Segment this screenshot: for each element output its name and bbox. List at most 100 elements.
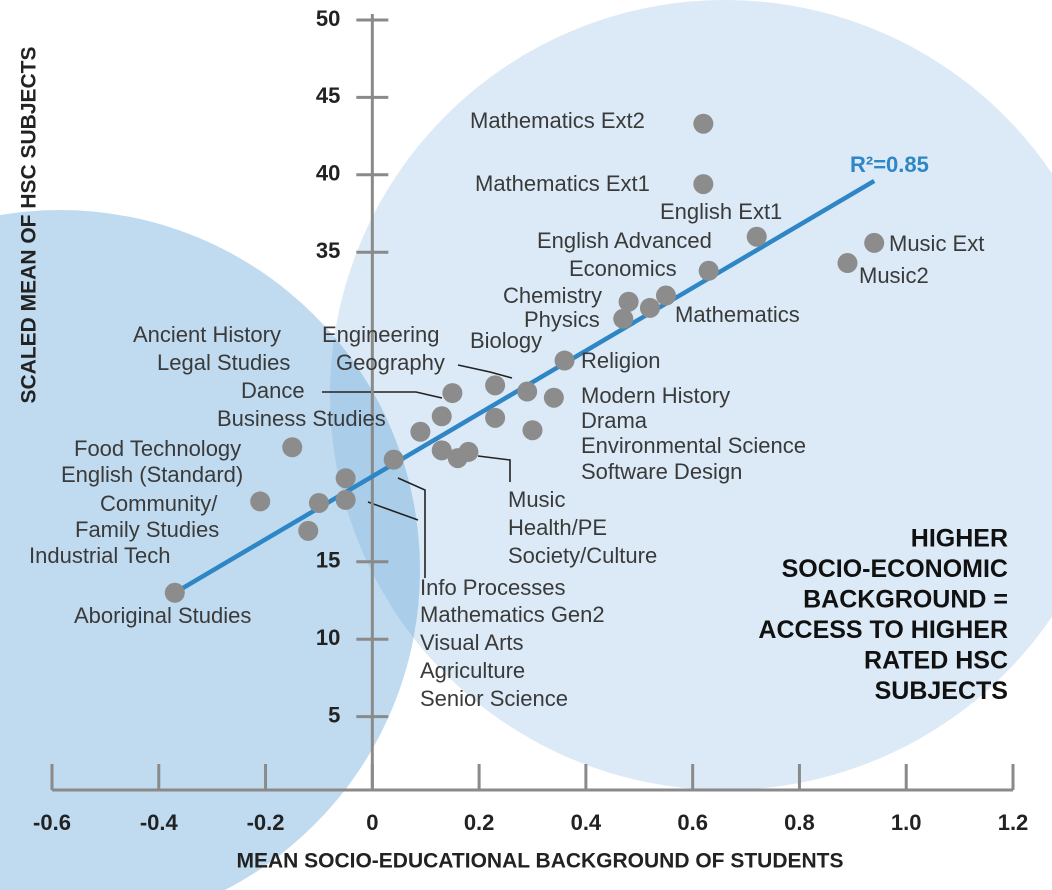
point (746, 226, 767, 247)
point (613, 308, 634, 329)
point-label: Physics (524, 307, 600, 332)
point-label: Family Studies (75, 517, 219, 542)
leader-line (367, 501, 419, 521)
background-circle (0, 210, 420, 890)
r-squared-label: R²=0.85 (850, 152, 929, 177)
point (864, 232, 885, 253)
point-label: Health/PE (508, 515, 607, 540)
y-tick-label: 40 (316, 161, 340, 186)
y-tick-label: 5 (328, 702, 340, 727)
point-label: Dance (241, 378, 305, 403)
point-label: Music (508, 487, 565, 512)
point-label: Ancient History (133, 322, 281, 347)
callout-text: SUBJECTS (875, 677, 1008, 705)
point-label: Aboriginal Studies (74, 603, 251, 628)
point (383, 449, 404, 470)
x-tick-label: 0.4 (571, 810, 602, 835)
point-label: Legal Studies (157, 350, 290, 375)
x-tick-label: 1.2 (998, 810, 1029, 835)
point-label: Economics (569, 256, 677, 281)
point (164, 582, 185, 603)
point-label: Religion (581, 348, 661, 373)
leader-line (322, 391, 443, 399)
point (410, 421, 431, 442)
point (282, 437, 303, 458)
point-label: Industrial Tech (29, 543, 170, 568)
y-tick-label: 35 (316, 238, 340, 263)
point-label: Drama (581, 408, 648, 433)
point-label: English Advanced (537, 228, 712, 253)
point (308, 492, 329, 513)
point-label: Mathematics Gen2 (420, 602, 605, 627)
leader-lines (322, 364, 513, 578)
x-tick-label: 0 (366, 810, 378, 835)
x-tick-label: -0.6 (33, 810, 71, 835)
point-label: English Ext1 (660, 199, 782, 224)
point-label: Music Ext (889, 231, 984, 256)
point-label: Senior Science (420, 686, 568, 711)
point-label: Chemistry (503, 283, 602, 308)
x-tick-label: 1.0 (891, 810, 922, 835)
callout-text: BACKGROUND = (803, 586, 1008, 614)
leader-line (457, 364, 513, 379)
point-label: Mathematics Ext1 (475, 171, 650, 196)
point-label: Mathematics Ext2 (470, 108, 645, 133)
background-circle (330, 0, 1052, 790)
point-label: Business Studies (217, 406, 386, 431)
point (442, 383, 463, 404)
y-tick-label: 10 (316, 625, 340, 650)
point-label: Food Technology (74, 436, 241, 461)
point (485, 375, 506, 396)
point (618, 291, 639, 312)
point (250, 491, 271, 512)
point-label: Mathematics (675, 302, 800, 327)
point (335, 489, 356, 510)
point (335, 468, 356, 489)
point-label: Environmental Science (581, 433, 806, 458)
leader-line (397, 477, 426, 578)
point (458, 441, 479, 462)
point (693, 113, 714, 134)
point (837, 253, 858, 274)
x-tick-label: 0.6 (677, 810, 708, 835)
point (655, 285, 676, 306)
callout-text: SOCIO-ECONOMIC (782, 555, 1008, 583)
point-label: English (Standard) (61, 462, 243, 487)
leader-line (477, 455, 511, 482)
y-tick-label: 50 (316, 6, 340, 31)
point-label: Society/Culture (508, 543, 657, 568)
point (693, 174, 714, 195)
point-label: Geography (336, 350, 445, 375)
x-tick-label: 0.2 (464, 810, 495, 835)
point (298, 520, 319, 541)
point (522, 420, 543, 441)
point (517, 381, 538, 402)
x-axis-label: MEAN SOCIO-EDUCATIONAL BACKGROUND OF STU… (236, 850, 843, 873)
callout-text: ACCESS TO HIGHER (758, 616, 1008, 644)
point (698, 260, 719, 281)
x-tick-label: -0.2 (247, 810, 285, 835)
point (554, 350, 575, 371)
point-label: Modern History (581, 383, 730, 408)
point-label: Community/ (100, 491, 218, 516)
point-label: Visual Arts (420, 630, 524, 655)
point (431, 406, 452, 427)
y-axis-label: SCALED MEAN OF HSC SUBJECTS (18, 46, 41, 403)
y-tick-label: 15 (316, 548, 340, 573)
point-label: Software Design (581, 459, 742, 484)
y-tick-label: 45 (316, 83, 340, 108)
point (431, 440, 452, 461)
point (485, 407, 506, 428)
point-label: Agriculture (420, 658, 525, 683)
callout-text: RATED HSC (864, 647, 1008, 675)
x-tick-label: 0.8 (784, 810, 815, 835)
point (543, 387, 564, 408)
point-label: Biology (470, 328, 542, 353)
point-label: Music2 (859, 263, 929, 288)
callout-text: HIGHER (911, 525, 1008, 553)
point (639, 297, 660, 318)
point-label: Info Processes (420, 575, 566, 600)
point-label: Engineering (322, 322, 439, 347)
x-tick-label: -0.4 (140, 810, 179, 835)
